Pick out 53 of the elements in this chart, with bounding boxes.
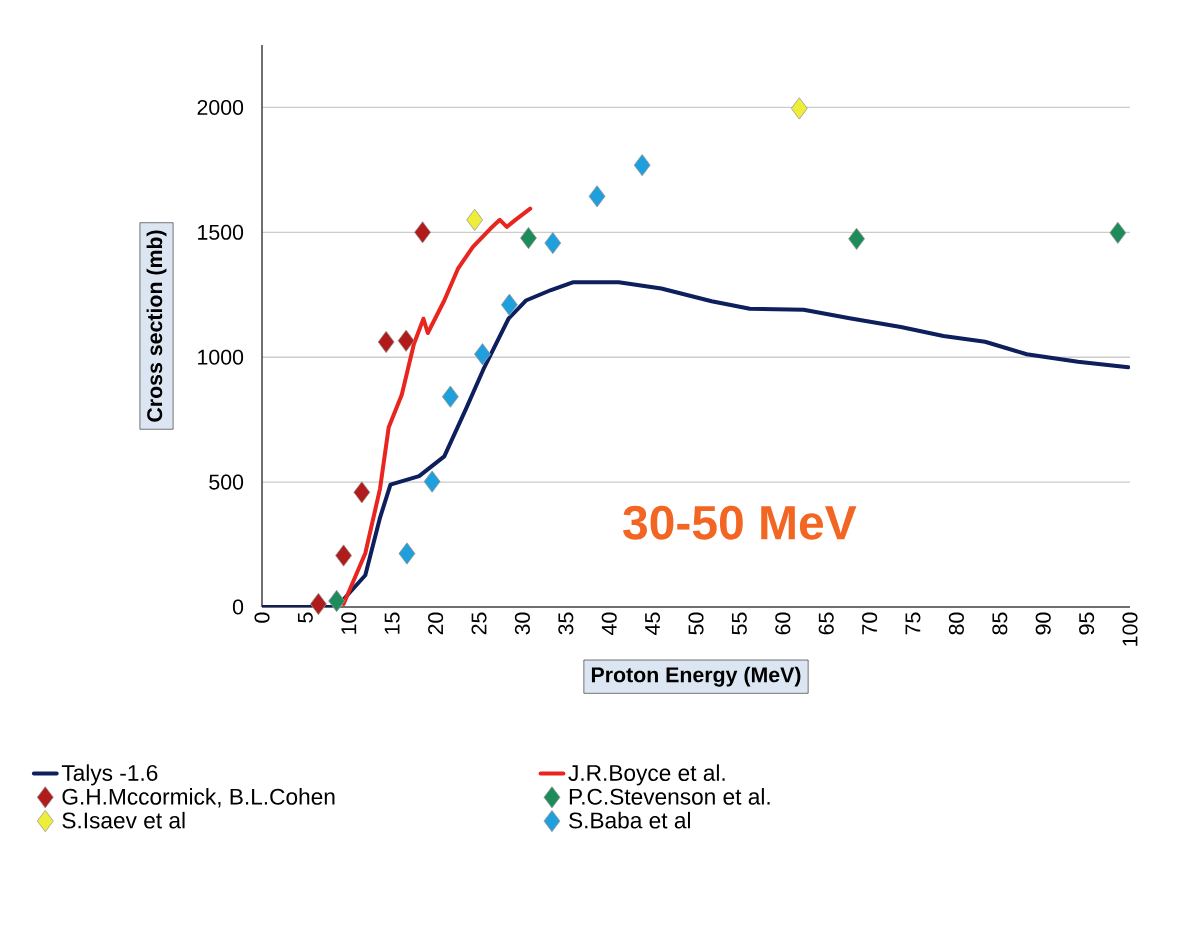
x-tick-label: 10 xyxy=(341,612,357,634)
legend-label: S.Isaev et al xyxy=(62,811,185,829)
x-tick-label: 95 xyxy=(1079,612,1095,635)
x-tick-label: 25 xyxy=(471,612,487,635)
point xyxy=(353,481,371,504)
x-tick-label: 40 xyxy=(601,612,617,635)
x-tick-label: 85 xyxy=(992,612,1008,635)
y-tick-label: 1500 xyxy=(198,224,244,240)
x-tick-label: 80 xyxy=(948,612,964,635)
point xyxy=(848,227,865,250)
legend-label: P.C.Stevenson et al. xyxy=(569,788,770,805)
y-tick-label: 500 xyxy=(209,474,244,490)
point xyxy=(398,542,416,565)
x-tick-label: 0 xyxy=(254,612,270,623)
x-tick-label: 5 xyxy=(297,612,313,623)
point xyxy=(335,544,352,567)
point xyxy=(790,97,808,120)
annotation: 30-50 MeV xyxy=(623,505,857,540)
point xyxy=(377,330,395,354)
x-tick-label: 100 xyxy=(1122,612,1138,646)
point xyxy=(588,185,606,208)
point xyxy=(474,343,491,366)
x-axis-title: Proton Energy (MeV) xyxy=(591,666,801,687)
x-tick-label: 70 xyxy=(862,612,878,635)
point xyxy=(633,154,651,177)
x-tick-label: 50 xyxy=(688,612,704,635)
x-tick-label: 15 xyxy=(384,612,400,634)
x-tick-label: 35 xyxy=(558,612,574,635)
x-tick-label: 75 xyxy=(905,612,921,635)
x-tick-label: 60 xyxy=(775,612,791,635)
x-tick-label: 20 xyxy=(428,612,444,635)
point xyxy=(544,231,562,255)
point xyxy=(1109,221,1127,244)
point xyxy=(441,385,459,408)
x-tick-label: 90 xyxy=(1035,612,1051,635)
y-tick-label: 2000 xyxy=(197,99,244,115)
point xyxy=(414,221,431,244)
legend-label: J.R.Boyce et al. xyxy=(568,764,725,786)
y-tick-label: 1000 xyxy=(198,349,244,365)
point xyxy=(500,293,518,316)
point xyxy=(423,470,441,493)
point xyxy=(466,208,484,231)
x-tick-label: 45 xyxy=(645,612,661,635)
legend-label: S.Baba et al xyxy=(569,811,690,829)
x-tick-label: 65 xyxy=(818,612,834,635)
y-axis-title: Cross section (mb) xyxy=(146,230,167,422)
legend-label: G.H.Mccormick, B.L.Cohen xyxy=(62,788,335,808)
point xyxy=(397,329,415,352)
legend-label: Talys -1.6 xyxy=(61,764,158,786)
x-tick-label: 30 xyxy=(514,612,530,635)
x-tick-label: 55 xyxy=(731,612,747,635)
point xyxy=(328,589,346,613)
point xyxy=(520,227,537,250)
